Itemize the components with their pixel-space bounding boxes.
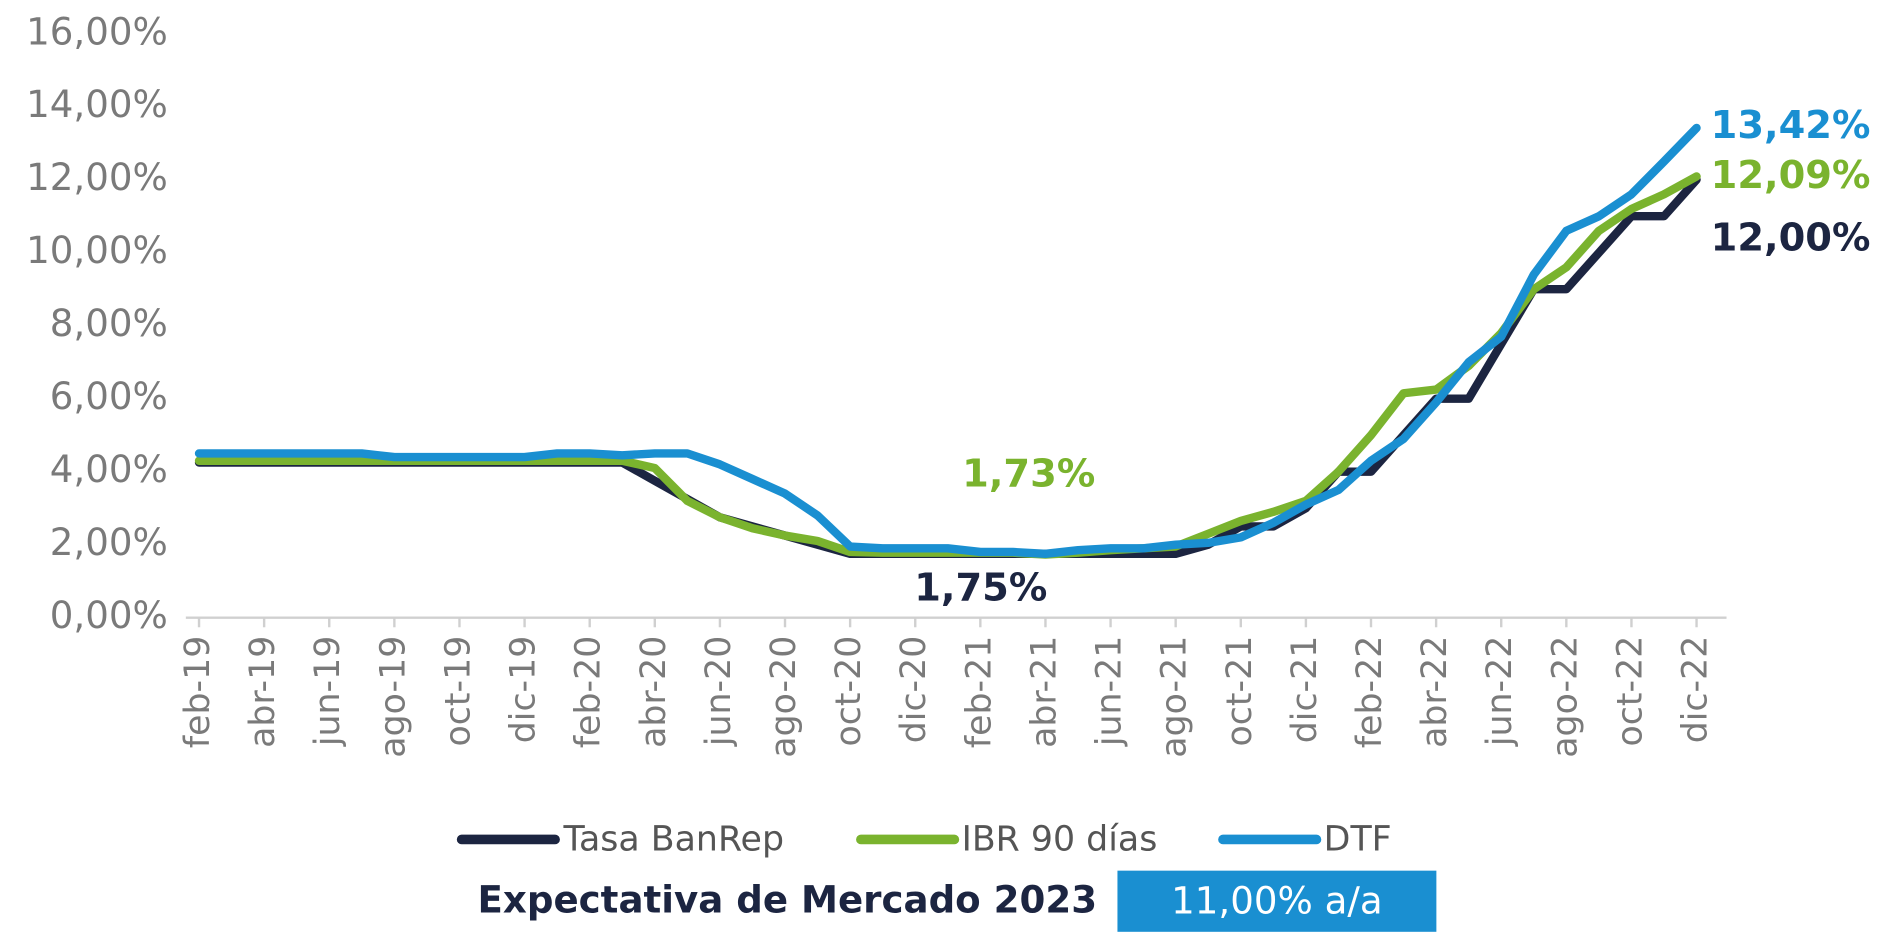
annotation: 12,00% (1711, 215, 1871, 260)
x-tick-label: feb-20 (569, 636, 609, 748)
legend-label: Tasa BanRep (563, 820, 784, 860)
y-tick-label: 16,00% (26, 10, 168, 53)
footer-box (1117, 870, 1437, 932)
series-line (194, 123, 1701, 559)
x-tick-label: dic-19 (504, 636, 544, 744)
x-tick-label: feb-22 (1350, 636, 1390, 748)
footer-label: Expectativa de Mercado 2023 (478, 878, 1098, 921)
annotation: 1,75% (914, 566, 1047, 611)
x-tick-label: ago-20 (764, 636, 804, 758)
x-tick-label: dic-21 (1285, 636, 1325, 744)
x-tick-label: jun-22 (1480, 636, 1520, 748)
x-tick-label: abr-21 (1024, 636, 1064, 748)
x-tick-label: oct-19 (438, 636, 478, 747)
x-tick-label: dic-22 (1676, 636, 1716, 744)
x-tick-label: ago-21 (1155, 636, 1195, 758)
annotation: 12,09% (1711, 153, 1871, 198)
legend-label: IBR 90 días (962, 820, 1158, 860)
footer-value: 11,00% a/a (1171, 880, 1383, 923)
y-tick-label: 2,00% (50, 521, 168, 564)
x-tick-label: ago-22 (1545, 636, 1585, 758)
x-tick-label: oct-21 (1220, 636, 1260, 747)
x-tick-label: oct-20 (829, 636, 869, 747)
x-tick-label: jun-21 (1090, 636, 1130, 748)
legend-label: DTF (1324, 820, 1392, 860)
series-line (194, 172, 1701, 559)
x-tick-label: ago-19 (373, 636, 413, 758)
x-tick-label: oct-22 (1610, 636, 1650, 747)
annotation: 1,73% (962, 452, 1095, 497)
annotation: 13,42% (1711, 103, 1871, 148)
y-tick-label: 12,00% (26, 156, 168, 199)
y-tick-label: 4,00% (50, 448, 168, 491)
y-tick-label: 14,00% (26, 83, 168, 126)
x-tick-label: jun-19 (308, 636, 348, 748)
x-tick-label: feb-19 (178, 636, 218, 748)
x-tick-label: abr-20 (634, 636, 674, 748)
x-tick-label: abr-22 (1415, 636, 1455, 748)
y-tick-label: 6,00% (50, 375, 168, 418)
x-tick-label: abr-19 (243, 636, 283, 748)
y-tick-label: 8,00% (50, 302, 168, 345)
x-tick-label: dic-20 (894, 636, 934, 744)
x-tick-label: jun-20 (699, 636, 739, 748)
y-tick-label: 10,00% (26, 229, 168, 272)
x-tick-label: feb-21 (959, 636, 999, 748)
y-tick-label: 0,00% (50, 594, 168, 637)
